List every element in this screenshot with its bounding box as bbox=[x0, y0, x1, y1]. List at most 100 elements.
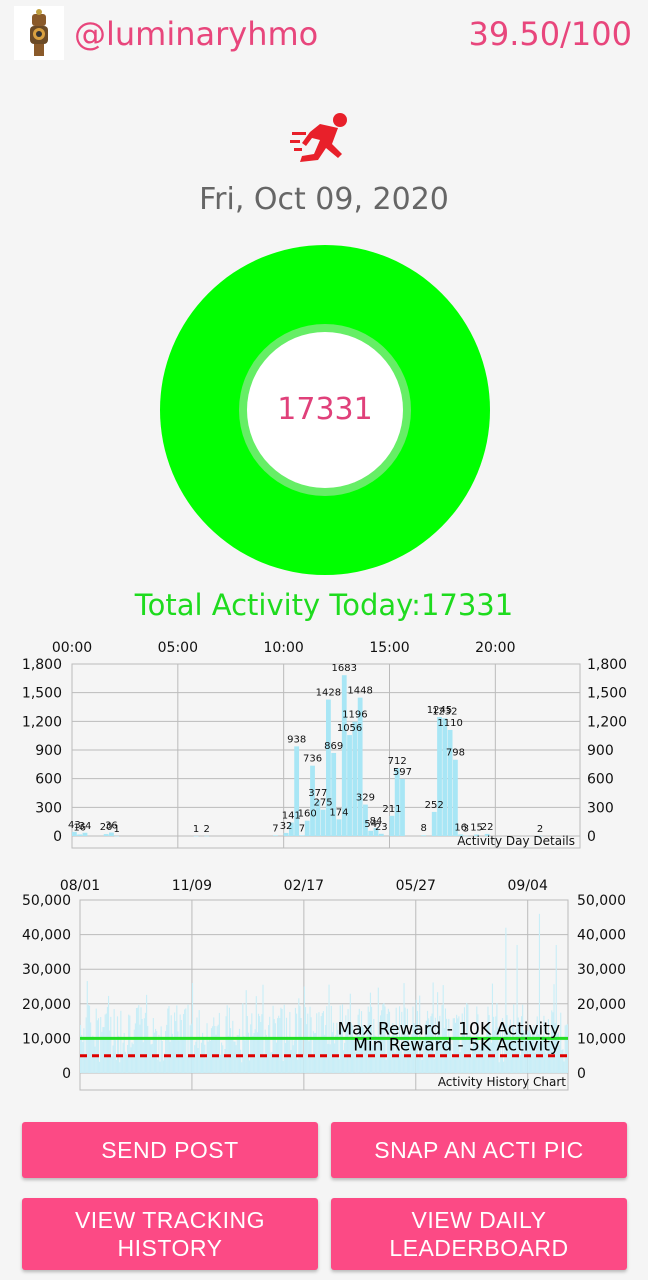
hist-bar bbox=[470, 1056, 472, 1073]
hist-bar bbox=[290, 1049, 292, 1073]
hist-bar bbox=[311, 1056, 313, 1073]
hist-bar bbox=[377, 987, 379, 1073]
hist-bar bbox=[101, 1031, 103, 1073]
hist-ytick-right: 30,000 bbox=[577, 962, 626, 978]
hist-bar bbox=[317, 1039, 319, 1073]
day-bar bbox=[294, 746, 300, 836]
hist-bar bbox=[291, 1039, 293, 1073]
hist-bar bbox=[194, 1045, 196, 1073]
username-label[interactable]: @luminaryhmo bbox=[74, 15, 319, 53]
day-ytick-left: 600 bbox=[35, 772, 62, 788]
hist-bar bbox=[479, 1049, 481, 1073]
hist-bar bbox=[158, 1034, 160, 1073]
hist-bar bbox=[281, 1009, 283, 1073]
hist-bar bbox=[231, 1038, 233, 1073]
hist-bar bbox=[428, 1018, 430, 1073]
day-bar-label: 32 bbox=[280, 821, 293, 832]
hist-bar bbox=[133, 1029, 135, 1073]
hist-bar bbox=[169, 1041, 171, 1073]
hist-bar bbox=[442, 985, 444, 1073]
view-daily-leaderboard-button[interactable]: VIEW DAILY LEADERBOARD bbox=[331, 1198, 627, 1270]
robot-avatar-icon[interactable] bbox=[14, 6, 64, 60]
day-chart-title: Activity Day Details bbox=[457, 834, 575, 848]
hist-bar bbox=[505, 927, 507, 1073]
day-xtick: 05:00 bbox=[158, 640, 198, 656]
hist-bar bbox=[484, 1044, 486, 1073]
hist-bar bbox=[188, 1054, 190, 1073]
day-ytick-left: 0 bbox=[53, 829, 62, 845]
snap-pic-button[interactable]: SNAP AN ACTI PIC bbox=[331, 1122, 627, 1178]
hist-bar bbox=[405, 1035, 407, 1073]
hist-bar bbox=[96, 1020, 98, 1073]
hist-bar bbox=[129, 1015, 131, 1073]
hist-bar bbox=[457, 1018, 459, 1073]
hist-bar bbox=[218, 1012, 220, 1073]
hist-bar bbox=[296, 1013, 298, 1073]
hist-bar bbox=[347, 1009, 349, 1073]
hist-bar bbox=[560, 1012, 562, 1073]
hist-bar bbox=[167, 1008, 169, 1073]
hist-bar bbox=[500, 1055, 502, 1073]
hist-bar bbox=[491, 983, 494, 1073]
hist-bar bbox=[376, 1044, 378, 1073]
hist-bar bbox=[106, 1006, 108, 1073]
hist-bar bbox=[512, 1026, 514, 1073]
hist-bar bbox=[212, 1026, 214, 1073]
hist-bar bbox=[409, 1049, 411, 1073]
day-bar bbox=[400, 778, 405, 836]
hist-bar bbox=[141, 1018, 143, 1073]
hist-bar bbox=[205, 1058, 207, 1073]
hist-bar bbox=[329, 1044, 331, 1073]
day-bar bbox=[463, 835, 469, 837]
send-post-label: SEND POST bbox=[101, 1137, 239, 1163]
hist-bar bbox=[274, 1023, 276, 1073]
hist-bar bbox=[84, 1053, 86, 1073]
hist-bar bbox=[195, 1041, 197, 1073]
hist-bar bbox=[459, 1052, 461, 1073]
hist-bar bbox=[538, 913, 541, 1073]
day-bar-label: 736 bbox=[303, 754, 322, 765]
hist-bar bbox=[199, 1057, 201, 1073]
hist-bar bbox=[425, 1020, 427, 1073]
hist-bar bbox=[388, 1011, 391, 1073]
hist-ytick-left: 40,000 bbox=[22, 928, 71, 944]
send-post-button[interactable]: SEND POST bbox=[22, 1122, 318, 1178]
hist-bar bbox=[134, 1023, 136, 1073]
day-ytick-left: 1,500 bbox=[22, 686, 62, 702]
view-daily-leaderboard-label: VIEW DAILY LEADERBOARD bbox=[389, 1207, 569, 1261]
day-bar bbox=[437, 717, 442, 836]
hist-bar bbox=[121, 1057, 123, 1073]
hist-bar bbox=[214, 1026, 216, 1073]
hist-bar bbox=[424, 1023, 426, 1073]
hist-bar bbox=[177, 1031, 179, 1073]
day-bar-label: 712 bbox=[388, 756, 407, 767]
hist-bar bbox=[229, 1028, 232, 1073]
hist-bar bbox=[430, 1016, 432, 1073]
hist-bar bbox=[147, 1025, 149, 1073]
hist-bar bbox=[338, 1058, 340, 1073]
hist-bar bbox=[175, 1021, 177, 1073]
day-bar bbox=[72, 831, 77, 836]
activity-history-chart[interactable]: Max Reward - 10K Activity Min Reward - 5K… bbox=[0, 868, 648, 1094]
view-tracking-history-label: VIEW TRACKING HISTORY bbox=[74, 1207, 266, 1261]
hist-bar bbox=[557, 1032, 560, 1073]
hist-bar bbox=[90, 1022, 92, 1073]
hist-bar bbox=[259, 1016, 261, 1073]
view-tracking-history-button[interactable]: VIEW TRACKING HISTORY bbox=[22, 1198, 318, 1270]
hist-bar bbox=[340, 1025, 342, 1073]
hist-bar bbox=[91, 1038, 93, 1073]
day-bar-label: 7 bbox=[299, 823, 305, 834]
hist-bar bbox=[429, 1025, 431, 1073]
activity-day-chart[interactable]: 43 16 34 20 36 1 1 2 7 32 141 938 7 160 736 377 275 1428 8… bbox=[0, 630, 648, 860]
hist-bar bbox=[562, 1049, 564, 1073]
hist-bar bbox=[454, 1022, 457, 1073]
hist-bar bbox=[263, 1054, 265, 1073]
hist-bar bbox=[237, 1035, 239, 1073]
hist-bar bbox=[391, 1036, 393, 1073]
hist-bar bbox=[238, 1028, 241, 1073]
day-ytick-right: 900 bbox=[587, 743, 614, 759]
hist-bar bbox=[415, 999, 417, 1073]
hist-bar bbox=[320, 1016, 322, 1073]
hist-bar bbox=[304, 1007, 307, 1073]
hist-bar bbox=[435, 1039, 438, 1073]
